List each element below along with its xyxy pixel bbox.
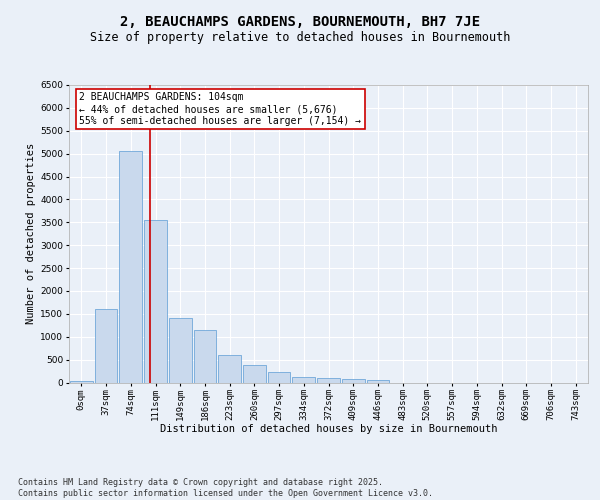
Bar: [95, 310, 118, 382]
Bar: [243, 364, 266, 382]
Bar: [194, 330, 216, 382]
Bar: [119, 152, 142, 382]
Bar: [144, 220, 167, 382]
Bar: [292, 376, 315, 382]
Text: 2, BEAUCHAMPS GARDENS, BOURNEMOUTH, BH7 7JE: 2, BEAUCHAMPS GARDENS, BOURNEMOUTH, BH7 …: [120, 16, 480, 30]
Bar: [317, 378, 340, 382]
Text: Contains HM Land Registry data © Crown copyright and database right 2025.
Contai: Contains HM Land Registry data © Crown c…: [18, 478, 433, 498]
Y-axis label: Number of detached properties: Number of detached properties: [26, 143, 36, 324]
Bar: [367, 380, 389, 382]
X-axis label: Distribution of detached houses by size in Bournemouth: Distribution of detached houses by size …: [160, 424, 497, 434]
Text: Size of property relative to detached houses in Bournemouth: Size of property relative to detached ho…: [90, 31, 510, 44]
Bar: [169, 318, 191, 382]
Bar: [70, 381, 93, 382]
Bar: [218, 355, 241, 382]
Bar: [342, 379, 365, 382]
Bar: [268, 372, 290, 382]
Text: 2 BEAUCHAMPS GARDENS: 104sqm
← 44% of detached houses are smaller (5,676)
55% of: 2 BEAUCHAMPS GARDENS: 104sqm ← 44% of de…: [79, 92, 361, 126]
